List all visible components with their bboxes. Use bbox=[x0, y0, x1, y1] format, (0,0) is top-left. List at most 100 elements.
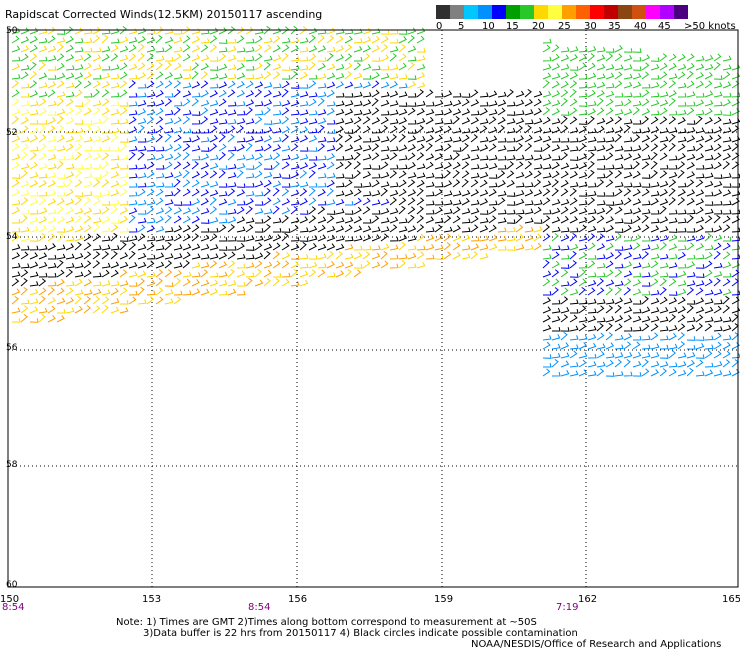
wind-barb bbox=[695, 243, 704, 251]
wind-barb bbox=[299, 181, 309, 188]
wind-barb bbox=[434, 134, 443, 143]
wind-barb bbox=[218, 143, 227, 152]
wind-barb bbox=[605, 144, 614, 152]
wind-barb bbox=[722, 127, 732, 134]
wind-barb bbox=[407, 129, 417, 134]
wind-barb bbox=[578, 305, 587, 314]
wind-barb bbox=[191, 28, 201, 35]
wind-barb bbox=[110, 146, 120, 152]
wind-barb bbox=[452, 108, 462, 116]
wind-barb bbox=[146, 80, 155, 89]
wind-barb bbox=[317, 263, 327, 269]
wind-barb bbox=[497, 125, 506, 134]
wind-barb bbox=[110, 199, 120, 206]
wind-barb bbox=[218, 133, 226, 143]
wind-barb bbox=[587, 182, 597, 188]
wind-barb bbox=[408, 92, 417, 98]
wind-barb bbox=[362, 225, 372, 233]
wind-barb bbox=[389, 224, 398, 233]
wind-barb bbox=[425, 243, 435, 251]
wind-barb bbox=[650, 190, 660, 197]
wind-barb bbox=[614, 371, 624, 377]
wind-barb bbox=[695, 342, 705, 350]
wind-barb bbox=[425, 227, 435, 233]
wind-barb bbox=[326, 52, 334, 62]
wind-barb bbox=[578, 120, 588, 125]
wind-barb bbox=[281, 88, 289, 98]
wind-barb bbox=[236, 47, 246, 53]
wind-barb bbox=[434, 173, 444, 179]
wind-barb bbox=[659, 180, 669, 188]
wind-barb bbox=[434, 110, 444, 116]
wind-barb bbox=[695, 110, 705, 116]
wind-barb bbox=[227, 198, 237, 206]
wind-barb bbox=[524, 154, 534, 161]
wind-barb bbox=[650, 278, 659, 287]
wind-barb bbox=[272, 127, 282, 134]
wind-barb bbox=[398, 234, 408, 242]
wind-barb bbox=[506, 227, 516, 233]
wind-barb bbox=[254, 228, 264, 233]
wind-barb bbox=[533, 98, 542, 107]
wind-barb bbox=[38, 313, 46, 323]
wind-barb bbox=[695, 135, 705, 143]
wind-barb bbox=[128, 282, 138, 287]
wind-barb bbox=[578, 369, 588, 377]
wind-barb bbox=[416, 35, 425, 44]
legend-swatch bbox=[632, 5, 646, 19]
wind-barb bbox=[263, 120, 273, 125]
wind-barb bbox=[497, 190, 507, 197]
wind-barb bbox=[254, 62, 263, 71]
wind-barb bbox=[578, 200, 588, 206]
wind-barb bbox=[506, 235, 516, 242]
wind-barb bbox=[29, 252, 39, 260]
wind-barb bbox=[363, 218, 372, 224]
wind-barb bbox=[497, 116, 506, 125]
wind-barb bbox=[227, 80, 236, 89]
wind-barb bbox=[641, 116, 650, 125]
wind-barb bbox=[101, 29, 111, 35]
wind-barb bbox=[74, 207, 84, 215]
wind-barb bbox=[173, 36, 183, 44]
wind-barb bbox=[524, 161, 533, 170]
wind-barb bbox=[425, 127, 435, 134]
wind-barb bbox=[11, 233, 20, 242]
wind-barb bbox=[677, 332, 685, 341]
wind-barb bbox=[650, 99, 660, 107]
wind-barb bbox=[677, 109, 687, 116]
wind-barb bbox=[83, 289, 93, 296]
wind-barb bbox=[713, 370, 723, 377]
wind-barb bbox=[659, 326, 669, 332]
wind-barb bbox=[74, 192, 84, 197]
wind-barb bbox=[668, 325, 678, 332]
wind-barb bbox=[587, 260, 596, 269]
wind-barb bbox=[92, 251, 101, 260]
wind-barb bbox=[605, 152, 614, 161]
wind-barb bbox=[245, 154, 255, 161]
wind-barb bbox=[146, 242, 155, 251]
wind-barb bbox=[560, 115, 568, 125]
wind-barb bbox=[146, 218, 156, 224]
wind-barb bbox=[254, 153, 263, 161]
wind-barb bbox=[443, 100, 453, 107]
wind-barb bbox=[542, 180, 552, 188]
wind-barb bbox=[551, 126, 561, 134]
wind-barb bbox=[713, 305, 722, 314]
wind-barb bbox=[623, 326, 633, 332]
wind-barb bbox=[686, 161, 695, 170]
wind-barb bbox=[605, 53, 614, 62]
wind-barb bbox=[560, 47, 570, 53]
wind-barb bbox=[11, 143, 20, 152]
wind-barb bbox=[569, 182, 579, 188]
wind-barb bbox=[686, 179, 695, 188]
wind-barb bbox=[173, 152, 182, 161]
wind-barb bbox=[56, 125, 65, 134]
wind-barb bbox=[38, 143, 47, 152]
wind-barb bbox=[344, 144, 354, 152]
wind-barb bbox=[209, 253, 219, 260]
wind-barb bbox=[731, 125, 740, 134]
wind-barb bbox=[182, 143, 191, 152]
wind-barb bbox=[470, 99, 480, 107]
wind-barb bbox=[677, 237, 687, 242]
wind-barb bbox=[677, 251, 686, 260]
